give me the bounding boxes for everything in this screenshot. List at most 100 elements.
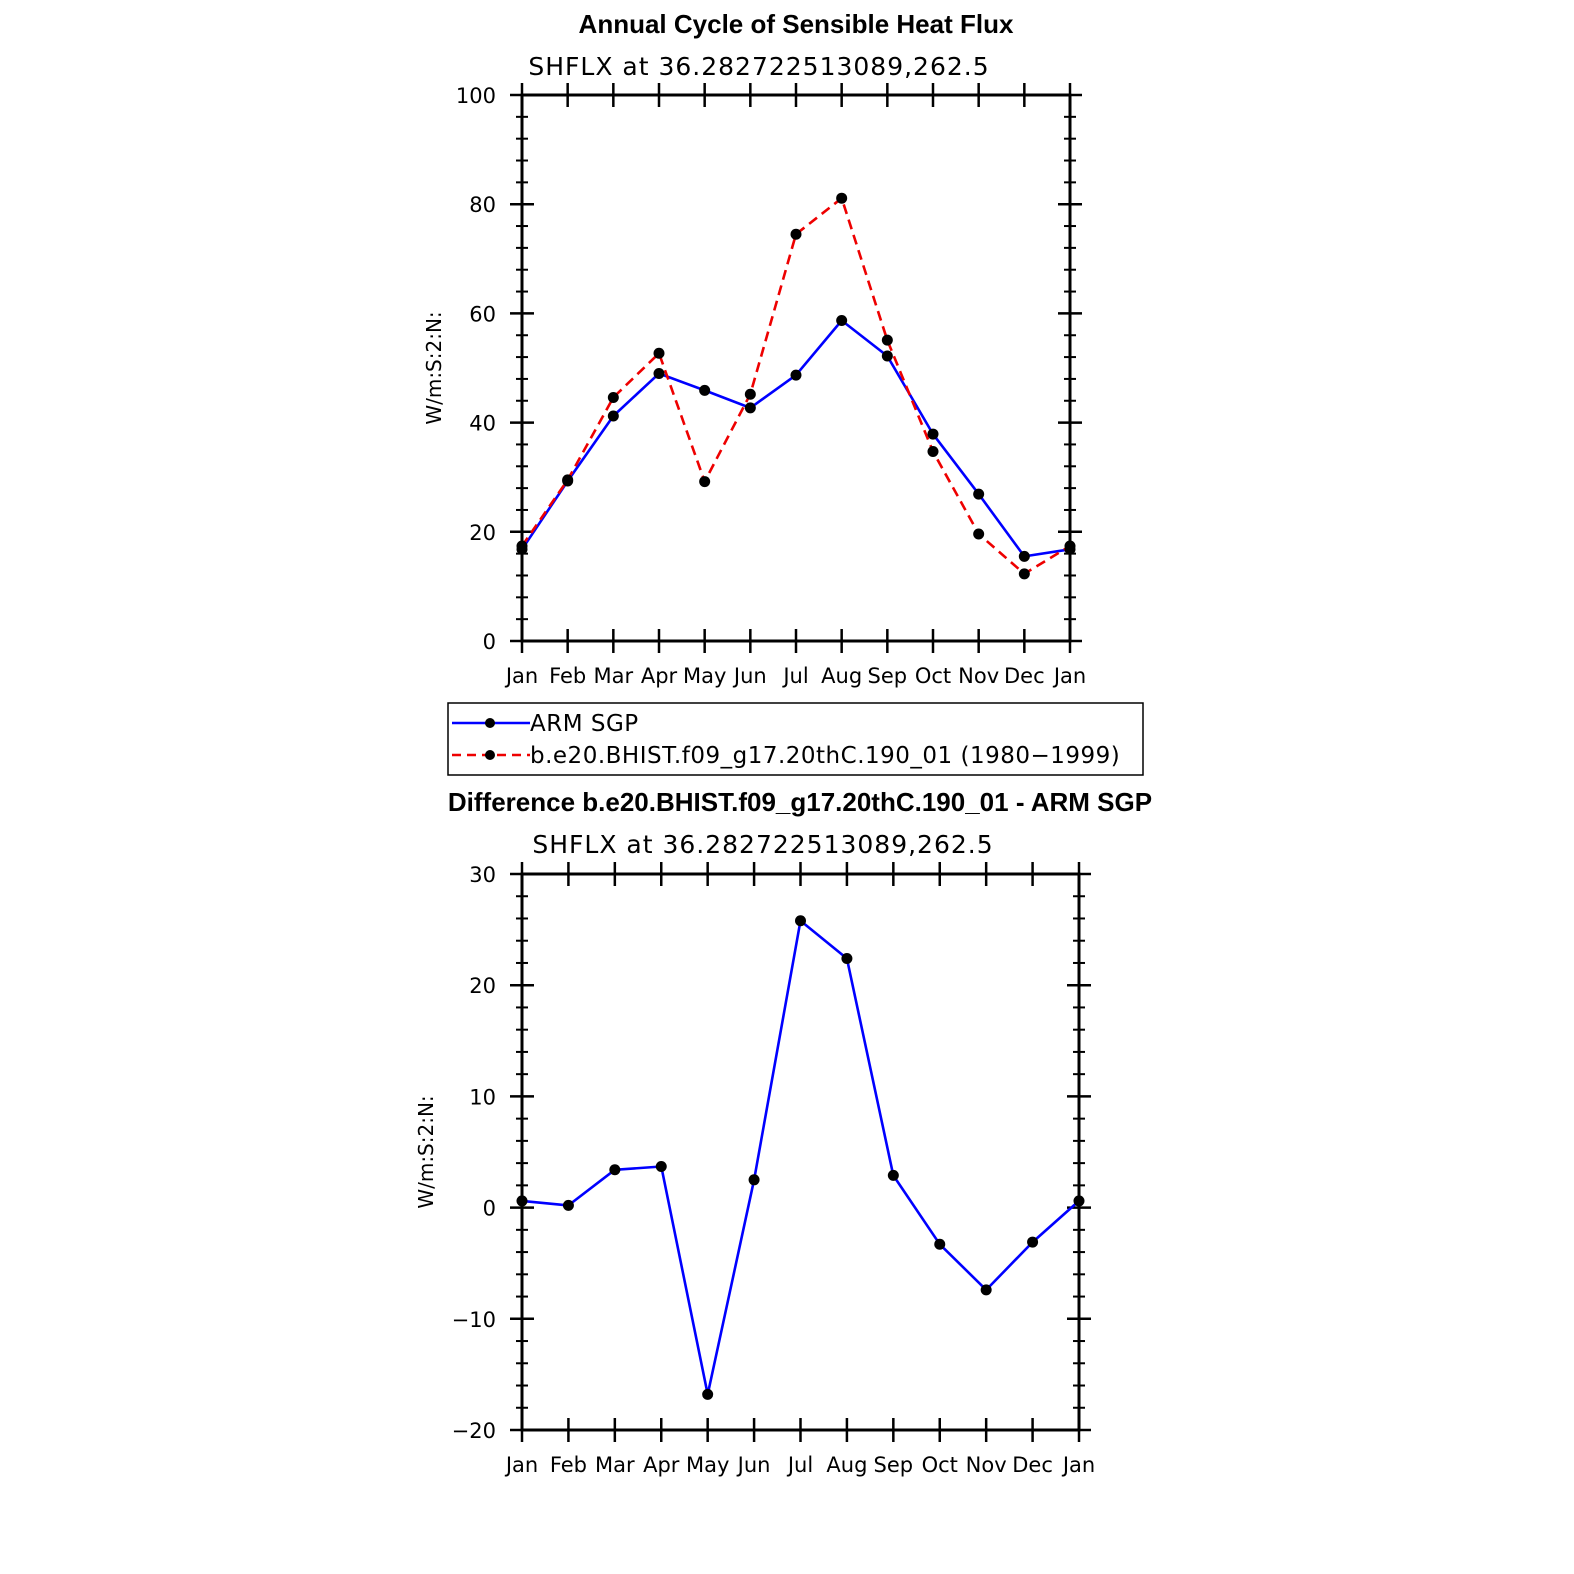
y-tick-label: 80 [469, 193, 496, 217]
data-point-series-0 [887, 1169, 899, 1181]
y-tick-labels: −20 −10 0 10 20 30 [452, 863, 496, 1443]
y-tick-label: 20 [469, 974, 496, 998]
y-tick-label: 10 [469, 1085, 496, 1109]
series-line-0 [521, 919, 1080, 1396]
y-tick-label: 30 [469, 863, 496, 887]
y-tick-label: 20 [469, 521, 496, 545]
x-tick-label: May [683, 664, 726, 688]
data-point-series-0 [841, 953, 853, 965]
series-layer [516, 915, 1085, 1400]
legend: ARM SGP b.e20.BHIST.f09_g17.20thC.190_01… [447, 702, 1144, 776]
data-point-series-0 [653, 367, 665, 379]
data-point-series-0 [927, 428, 939, 440]
plot-frame [520, 93, 1072, 643]
data-point-series-0 [562, 1199, 574, 1211]
x-tick-label: Jan [504, 664, 538, 688]
annual-cycle-chart: Annual Cycle of Sensible Heat Flux SHFLX… [422, 9, 1086, 688]
data-point-series-1 [699, 476, 711, 488]
plot-frame [520, 872, 1081, 1432]
series-layer [516, 192, 1076, 580]
data-point-series-0 [1027, 1236, 1039, 1248]
y-tick-label: 60 [469, 302, 496, 326]
x-tick-label: Oct [922, 1453, 958, 1477]
data-point-series-0 [973, 488, 985, 500]
x-tick-label: Apr [641, 664, 678, 688]
x-tick-label: Apr [643, 1453, 680, 1477]
data-point-series-1 [1018, 568, 1030, 580]
data-point-series-1 [1064, 540, 1076, 552]
data-point-series-1 [836, 192, 848, 204]
legend-marker-model [485, 750, 495, 760]
data-point-series-1 [607, 391, 619, 403]
y-tick-label: 100 [456, 84, 496, 108]
y-axis-label: W/m:S:2:N: [422, 311, 446, 424]
y-tick-label: −10 [452, 1308, 496, 1332]
x-tick-label: Jul [786, 1453, 813, 1477]
x-tick-label: Sep [868, 664, 908, 688]
x-tick-label: Dec [1012, 1453, 1053, 1477]
x-tick-label: Aug [826, 1453, 867, 1477]
data-point-series-0 [836, 314, 848, 326]
x-tick-label: Aug [821, 664, 862, 688]
x-tick-labels: Jan Feb Mar Apr May Jun Jul Aug Sep Oct Nov Dec Jan [504, 664, 1086, 688]
y-tick-label: 40 [469, 412, 496, 436]
data-point-series-1 [881, 334, 893, 346]
difference-chart: Difference b.e20.BHIST.f09_g17.20thC.190… [414, 787, 1152, 1477]
x-tick-label: Feb [549, 664, 586, 688]
x-tick-label: Feb [550, 1453, 587, 1477]
x-tick-label: Sep [874, 1453, 914, 1477]
data-point-series-1 [744, 388, 756, 400]
data-point-series-0 [609, 1164, 621, 1176]
legend-label-model: b.e20.BHIST.f09_g17.20thC.190_01 (1980−1… [530, 743, 1120, 769]
x-tick-label: Jan [504, 1453, 538, 1477]
x-tick-label: Nov [966, 1453, 1007, 1477]
y-tick-label: 0 [483, 1197, 496, 1221]
data-point-series-1 [516, 540, 528, 552]
data-point-series-0 [516, 1195, 528, 1207]
data-point-series-0 [1018, 550, 1030, 562]
data-point-series-0 [607, 410, 619, 422]
x-tick-label: Jan [1052, 664, 1086, 688]
data-point-series-0 [748, 1174, 760, 1186]
series-line-1 [520, 196, 1071, 576]
data-point-series-1 [973, 528, 985, 540]
series-line-0 [520, 319, 1071, 558]
data-point-series-0 [795, 915, 806, 927]
x-tick-label: Oct [915, 664, 951, 688]
x-tick-label: May [686, 1453, 729, 1477]
data-point-series-1 [562, 474, 574, 486]
data-point-series-0 [790, 369, 802, 381]
axes-ticks [510, 862, 1091, 1442]
x-tick-labels: Jan Feb Mar Apr May Jun Jul Aug Sep Oct Nov Dec Jan [504, 1453, 1095, 1477]
x-tick-label: Jan [1061, 1453, 1095, 1477]
data-point-series-0 [881, 350, 893, 362]
chart-title: Annual Cycle of Sensible Heat Flux [579, 9, 1014, 39]
data-point-series-0 [934, 1238, 946, 1250]
chart-subtitle: SHFLX at 36.282722513089,262.5 [528, 52, 989, 81]
x-tick-label: Mar [594, 664, 634, 688]
chart-title: Difference b.e20.BHIST.f09_g17.20thC.190… [448, 787, 1152, 817]
data-point-series-0 [655, 1160, 667, 1172]
data-point-series-1 [927, 446, 939, 458]
x-tick-label: Jun [736, 1453, 771, 1477]
x-tick-label: Dec [1004, 664, 1045, 688]
data-point-series-0 [699, 384, 711, 396]
x-tick-label: Jun [732, 664, 767, 688]
legend-label-arm-sgp: ARM SGP [530, 711, 639, 737]
data-point-series-1 [653, 347, 665, 359]
y-tick-labels: 0 20 40 60 80 100 [456, 84, 496, 654]
x-tick-label: Jul [781, 664, 808, 688]
y-axis-label: W/m:S:2:N: [414, 1095, 438, 1208]
data-point-series-1 [790, 228, 802, 240]
y-tick-label: −20 [452, 1419, 496, 1443]
legend-marker-arm-sgp [485, 718, 495, 728]
x-tick-label: Mar [595, 1453, 635, 1477]
chart-subtitle: SHFLX at 36.282722513089,262.5 [532, 830, 993, 859]
legend-box [447, 702, 1144, 776]
data-point-series-0 [1073, 1195, 1085, 1207]
data-point-series-0 [980, 1284, 992, 1296]
data-point-series-0 [702, 1388, 714, 1400]
axes-ticks [510, 83, 1082, 653]
x-tick-label: Nov [958, 664, 999, 688]
